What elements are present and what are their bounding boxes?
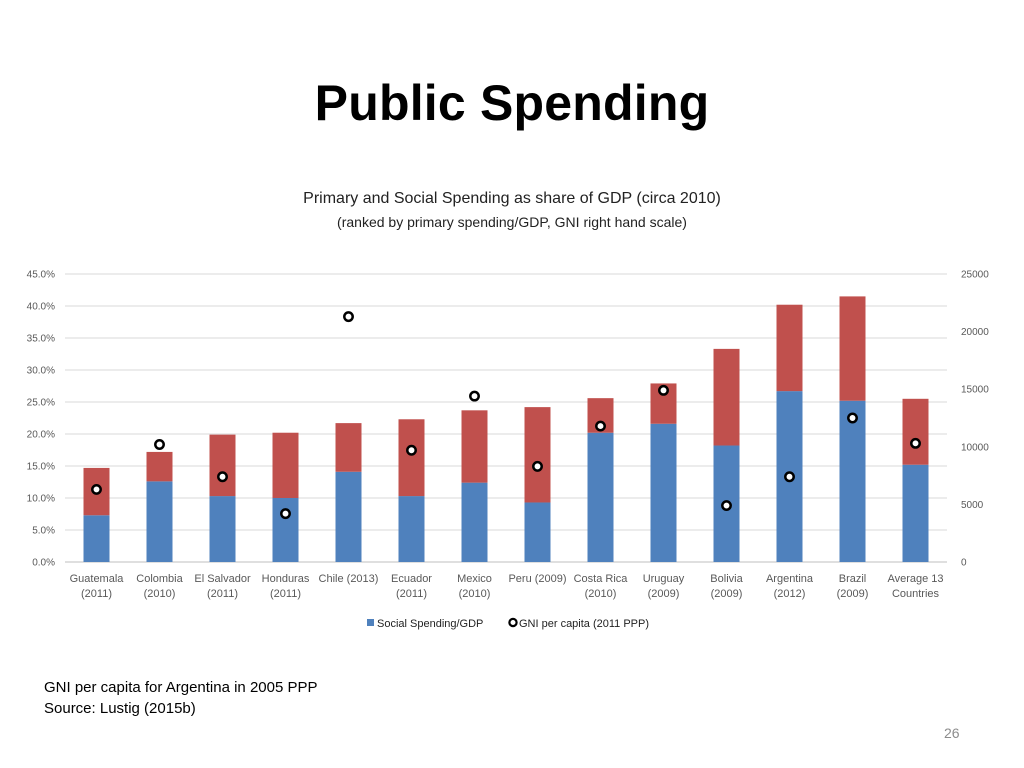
category-sublabel: Countries [892,588,940,600]
chart-title: Primary and Social Spending as share of … [303,190,721,207]
bar-social-spending [398,496,425,562]
category-sublabel: (2011) [81,588,112,600]
left-tick-label: 25.0% [27,398,55,409]
category-label: Mexico [457,573,492,585]
right-axis: 0 5000 10000 15000 20000 25000 [961,270,989,569]
bar-social-spending [209,496,236,562]
bar-primary-spending [209,434,236,497]
category-sublabel: (2009) [648,588,680,600]
bar-primary-spending [272,432,299,498]
category-label: El Salvador [194,573,251,585]
category-sublabel: (2009) [837,588,869,600]
category-sublabel: (2011) [270,588,301,600]
category-label: Average 13 [887,573,943,585]
gni-marker [91,483,102,495]
left-tick-label: 20.0% [27,430,55,441]
bar-social-spending [83,515,110,562]
left-tick-label: 35.0% [27,334,55,345]
bar-primary-spending [839,296,866,401]
gni-marker [595,420,606,432]
right-tick-label: 10000 [961,442,989,453]
bar-social-spending [839,400,866,562]
category-label: Guatemala [70,573,125,585]
bar-primary-spending [146,451,173,482]
category-sublabel: (2010) [585,588,617,600]
bar-primary-spending [335,423,362,472]
gni-marker [910,437,921,449]
left-tick-label: 5.0% [32,526,55,537]
bar-primary-spending [902,398,929,465]
footnote-line-2: Source: Lustig (2015b) [44,700,196,717]
bar-social-spending [335,471,362,562]
category-label: Honduras [262,573,310,585]
left-tick-label: 0.0% [32,558,55,569]
left-tick-label: 30.0% [27,366,55,377]
left-tick-label: 15.0% [27,462,55,473]
legend: Social Spending/GDP GNI per capita (2011… [367,617,649,630]
bar-primary-spending [776,304,803,392]
left-tick-label: 10.0% [27,494,55,505]
category-label: Colombia [136,573,183,585]
gni-marker [406,444,417,456]
category-label: Argentina [766,573,814,585]
category-sublabel: (2012) [774,588,806,600]
bar-social-spending [146,481,173,562]
bar-primary-spending [713,348,740,446]
gni-marker [658,384,669,396]
right-tick-label: 15000 [961,385,989,396]
category-label: Ecuador [391,573,432,585]
legend-label-gni: GNI per capita (2011 PPP) [519,618,649,630]
gridlines [65,273,947,563]
left-tick-label: 45.0% [27,270,55,281]
category-label: Peru (2009) [508,573,566,585]
legend-swatch-social [367,619,374,626]
gni-marker [469,390,480,402]
right-tick-label: 5000 [961,500,984,511]
slide-title: Public Spending [314,75,710,131]
bar-primary-spending [398,419,425,497]
left-axis: 0.0% 5.0% 10.0% 15.0% 20.0% 25.0% 30.0% 35.0% 40… [27,270,55,569]
left-tick-label: 40.0% [27,302,55,313]
right-tick-label: 20000 [961,327,989,338]
gni-marker [784,471,795,483]
footnote-line-1: GNI per capita for Argentina in 2005 PPP [44,679,318,696]
category-sublabel: (2011) [207,588,238,600]
gni-markers [91,311,921,520]
gni-marker [343,311,354,323]
bar-social-spending [272,498,299,562]
bar-social-spending [587,432,614,562]
bars [83,296,929,562]
bar-social-spending [461,482,488,562]
right-tick-label: 0 [961,558,967,569]
legend-label-social: Social Spending/GDP [377,618,483,630]
bar-social-spending [524,502,551,562]
gni-marker [280,508,291,520]
gni-marker [217,471,228,483]
gni-marker [532,460,543,472]
category-label: Chile (2013) [319,573,379,585]
category-label: Uruguay [643,573,685,585]
gni-marker [721,500,732,512]
gni-marker [154,439,165,450]
footnote: GNI per capita for Argentina in 2005 PPP… [44,677,318,719]
bar-primary-spending [461,410,488,483]
category-sublabel: (2010) [459,588,491,600]
chart-subtitle: (ranked by primary spending/GDP, GNI rig… [337,214,687,230]
category-sublabel: (2009) [711,588,743,600]
legend-swatch-gni [508,617,518,628]
category-labels: Guatemala (2011) Colombia (2010) El Salvador… [70,573,944,600]
gni-marker [847,412,858,424]
right-tick-label: 25000 [961,270,989,281]
category-sublabel: (2010) [144,588,176,600]
category-label: Bolivia [710,573,743,585]
page-number: 26 [944,725,960,741]
category-sublabel: (2011) [396,588,427,600]
bar-primary-spending [524,407,551,503]
category-label: Brazil [839,573,867,585]
bar-social-spending [902,464,929,562]
bar-social-spending [650,423,677,562]
category-label: Costa Rica [574,573,629,585]
